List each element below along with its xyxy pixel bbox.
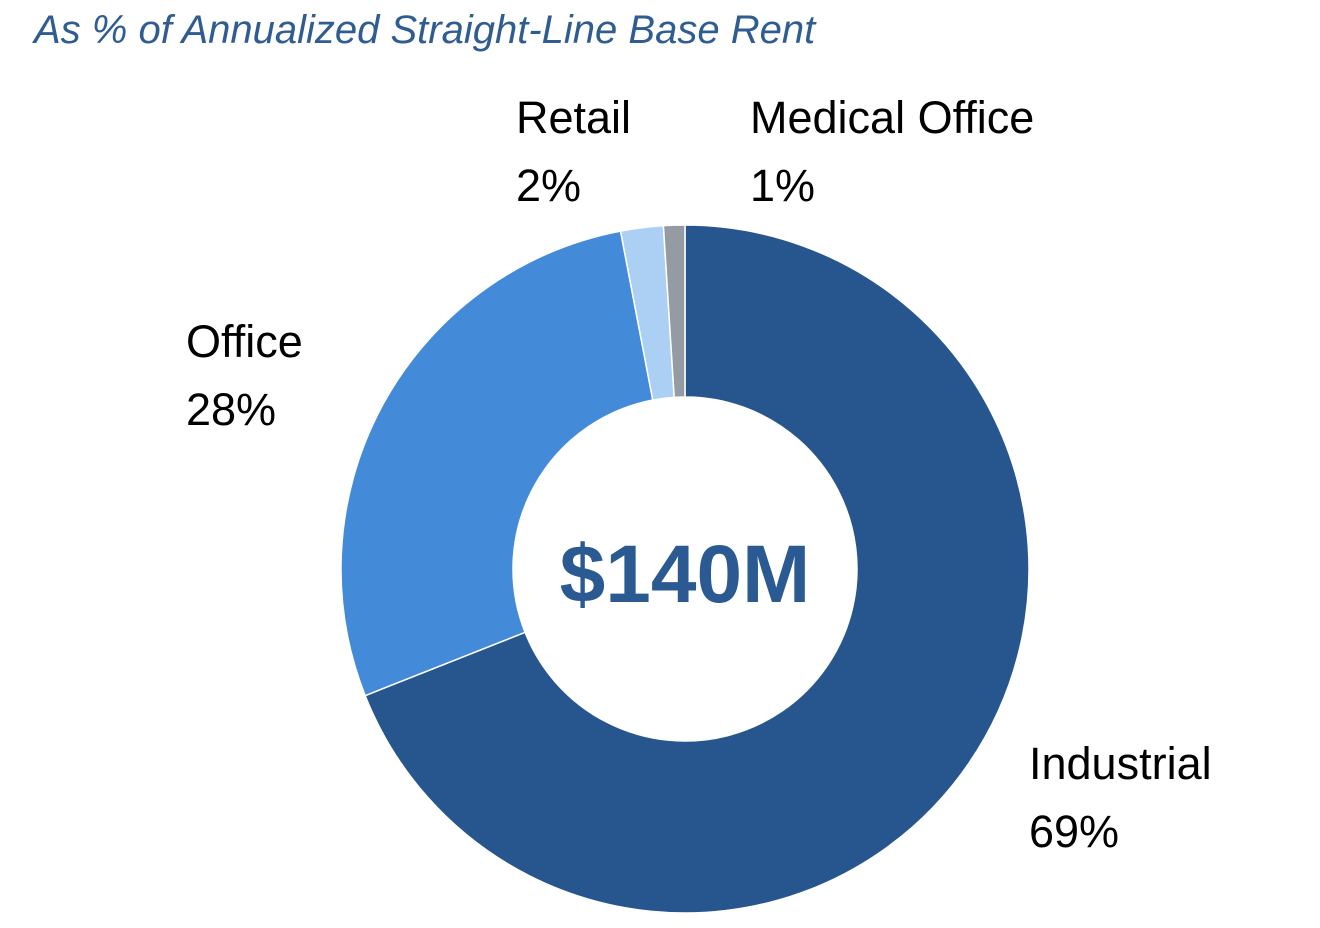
slice-medical-office	[662, 224, 686, 399]
chart-subtitle: As % of Annualized Straight-Line Base Re…	[34, 8, 816, 52]
label-office-percent: 28%	[186, 384, 277, 435]
label-medical-office: Medical Office 1%	[750, 84, 1034, 220]
label-retail-percent: 2%	[516, 160, 582, 211]
label-industrial-percent: 69%	[1029, 806, 1120, 857]
label-retail-name: Retail	[516, 92, 632, 143]
label-medical-office-percent: 1%	[750, 160, 816, 211]
slice-office	[340, 230, 654, 697]
slice-industrial	[364, 224, 1030, 914]
label-office-name: Office	[186, 316, 303, 367]
label-retail: Retail 2%	[516, 84, 631, 220]
label-industrial: Industrial 69%	[1029, 730, 1212, 866]
center-total: $140M	[559, 529, 811, 620]
label-medical-office-name: Medical Office	[750, 92, 1035, 143]
label-industrial-name: Industrial	[1029, 738, 1212, 789]
label-office: Office 28%	[186, 308, 303, 444]
